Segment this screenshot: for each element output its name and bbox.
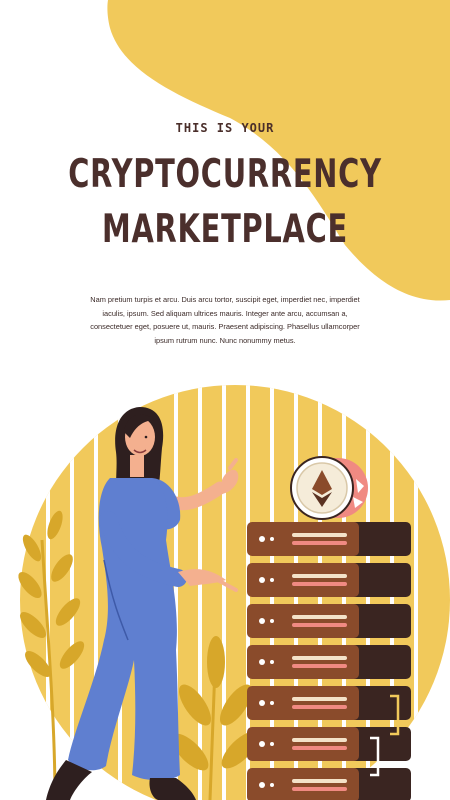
background-blob	[107, 0, 450, 301]
server-unit	[247, 686, 411, 720]
server-stack	[247, 522, 411, 800]
ethereum-coin	[290, 456, 368, 520]
server-unit	[247, 563, 411, 597]
server-unit	[247, 768, 411, 800]
page-title-line-1: CRYPTOCURRENCY	[68, 152, 382, 197]
server-unit	[247, 604, 411, 638]
body-paragraph: Nam pretium turpis et arcu. Duis arcu to…	[90, 295, 360, 345]
leaf-plant-left	[18, 510, 85, 800]
server-unit	[247, 645, 411, 679]
eyebrow-text: THIS IS YOUR	[175, 121, 275, 135]
server-unit	[247, 522, 411, 556]
hero-illustration	[18, 385, 450, 800]
ethereum-icon	[312, 470, 332, 507]
woman-figure	[46, 407, 239, 800]
page-title-line-2: MARKETPLACE	[102, 207, 348, 252]
server-unit	[247, 727, 411, 761]
